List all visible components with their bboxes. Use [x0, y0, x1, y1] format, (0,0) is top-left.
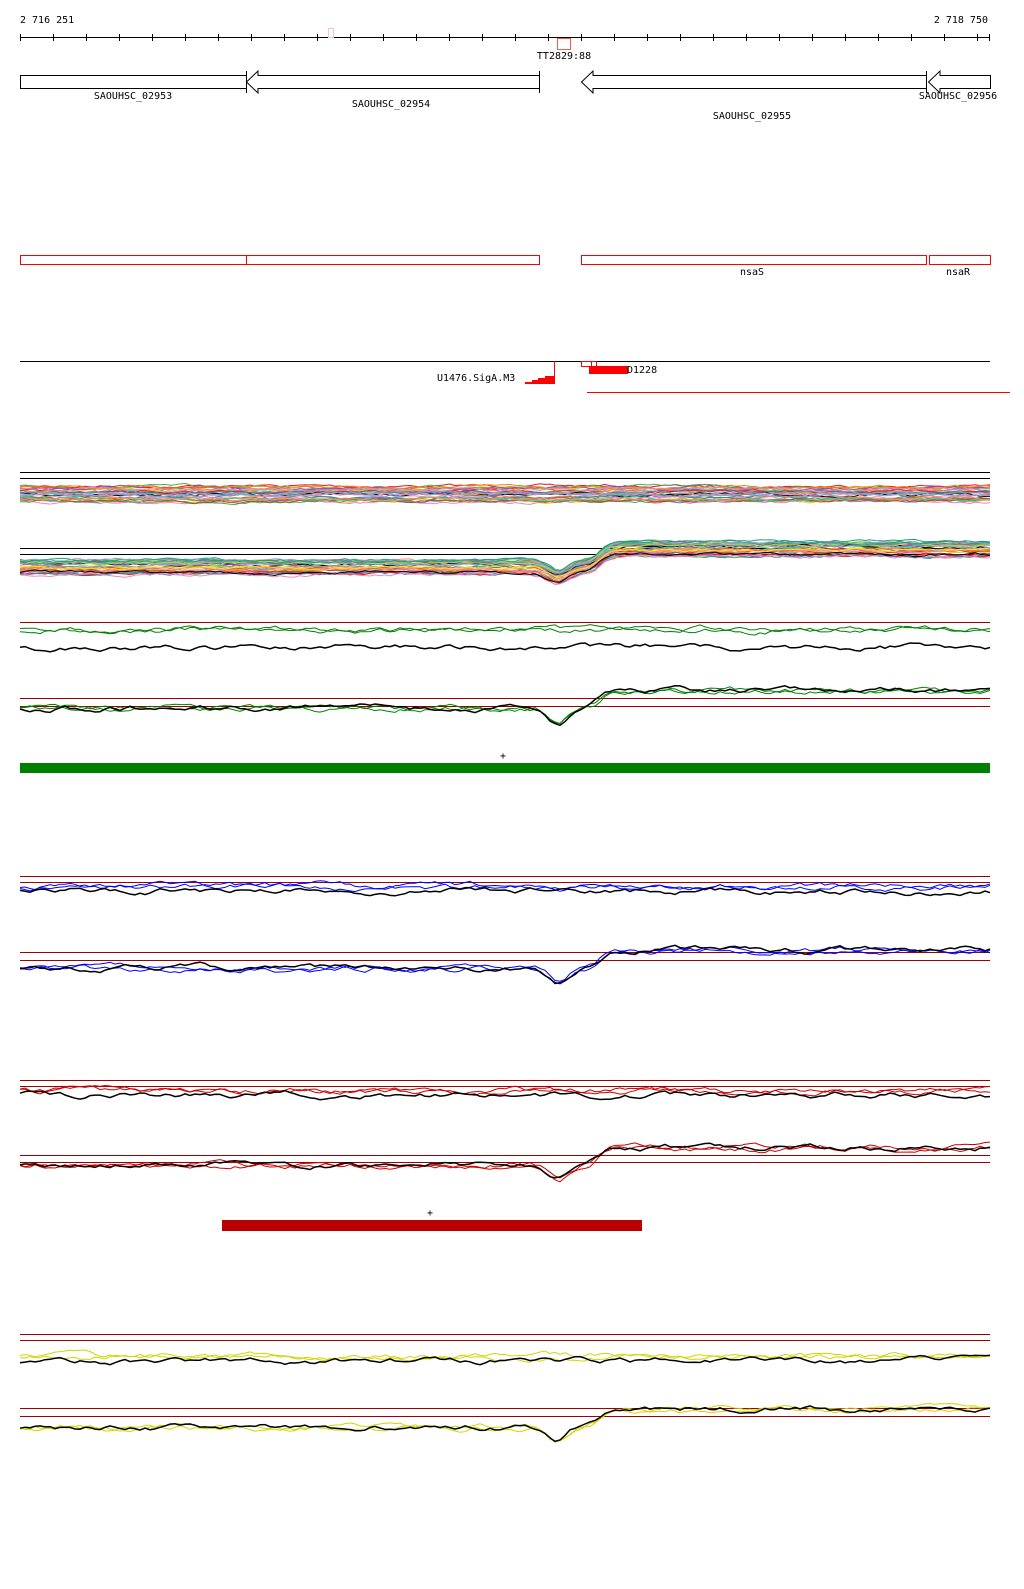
blue-series-line [19, 881, 991, 893]
green-reference-line [19, 642, 991, 653]
red-reference-line [19, 1142, 991, 1179]
cluster-series-line [19, 496, 991, 503]
cds-label: nsaR [946, 267, 971, 278]
blue-series-line [19, 880, 991, 891]
cluster-series-line [19, 486, 991, 493]
gene-saouhsc-02955[interactable] [580, 69, 927, 95]
yellow-reference-line [19, 1354, 991, 1366]
gene-label: SAOUHSC_02954 [352, 99, 430, 110]
promoter-shape[interactable] [515, 376, 554, 384]
gene-saouhsc-02956[interactable] [927, 69, 991, 95]
cluster-series-line [19, 488, 991, 496]
cluster-series-line [19, 547, 991, 580]
cluster-series-line [19, 490, 991, 497]
small-feature-box [581, 361, 592, 367]
terminator-box[interactable] [557, 38, 571, 50]
green-series-line [19, 686, 991, 724]
gene-label: SAOUHSC_02953 [94, 91, 172, 102]
yellow-series-line [19, 1406, 991, 1442]
red-series-line [19, 1141, 991, 1179]
segment-strand-mark: + [500, 751, 506, 762]
cluster-series-line [19, 551, 991, 583]
small-feature-box [591, 361, 597, 367]
yellow-series-line [19, 1403, 991, 1443]
promoter-label: U1476.SigA.M3 [437, 373, 515, 384]
cds-label: nsaS [740, 267, 764, 278]
gene-label: SAOUHSC_02955 [713, 111, 791, 122]
cds-box-nsas[interactable] [581, 255, 927, 265]
gene-saouhsc-02953[interactable] [20, 75, 247, 89]
ruler-end-label: 2 718 750 [934, 15, 988, 26]
segment-strand-mark: + [427, 1208, 433, 1219]
blue-reference-line [19, 886, 991, 897]
cluster-series-line [19, 539, 991, 572]
red-series-line [19, 1085, 991, 1096]
red-segment-bar[interactable] [222, 1220, 642, 1231]
cluster-series-line [19, 497, 991, 505]
gene-label: SAOUHSC_02956 [919, 91, 997, 102]
cds-box[interactable] [246, 255, 540, 265]
blue-series-line [19, 946, 991, 982]
region-d1228[interactable] [589, 366, 628, 374]
small-marker [328, 28, 334, 38]
green-series-line [19, 625, 991, 636]
cds-box-nsar[interactable] [929, 255, 991, 265]
blue-series-line [19, 947, 991, 985]
ruler-start-label: 2 716 251 [20, 15, 74, 26]
red-series-line [20, 1084, 991, 1097]
green-segment-bar[interactable] [20, 763, 990, 773]
red-reference-line [19, 1089, 991, 1101]
cluster-series-line [19, 541, 991, 572]
cluster-series-line [19, 483, 991, 491]
green-reference-line [19, 685, 991, 727]
cluster-series-line [19, 491, 991, 498]
blue-reference-line [19, 944, 991, 985]
region-label: D1228 [627, 365, 657, 376]
cluster-series-line [19, 495, 991, 502]
cds-box[interactable] [20, 255, 247, 265]
cluster-series-line [19, 546, 991, 578]
terminator-label: TT2829:88 [537, 51, 591, 62]
yellow-reference-line [19, 1405, 991, 1443]
ruler-ticks [20, 34, 990, 41]
gene-saouhsc-02954[interactable] [245, 69, 540, 95]
expression-tracks [19, 472, 991, 1443]
